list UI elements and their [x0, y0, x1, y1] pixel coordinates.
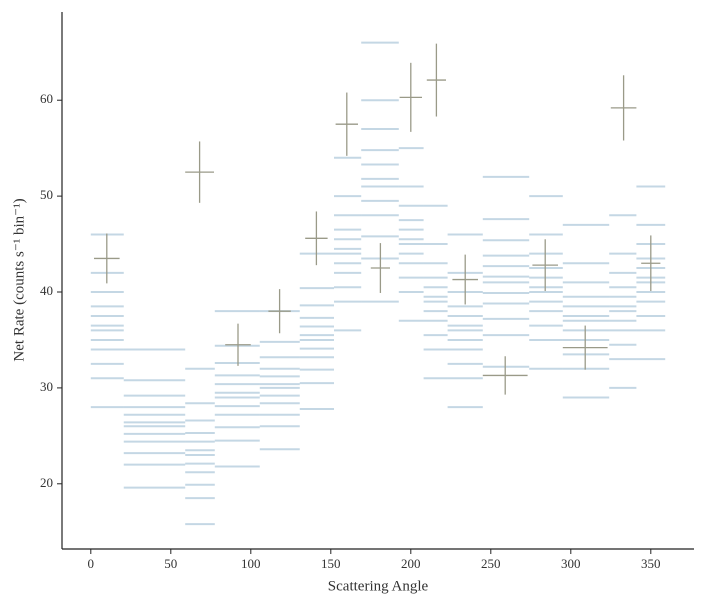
y-tick-label: 20 — [40, 475, 53, 490]
x-tick-label: 300 — [561, 556, 581, 571]
x-tick-label: 150 — [321, 556, 341, 571]
x-axis-label: Scattering Angle — [328, 578, 429, 594]
y-tick-label: 30 — [40, 379, 53, 394]
y-axis-label: Net Rate (counts s⁻¹ bin⁻¹) — [11, 198, 27, 361]
x-tick-label: 0 — [88, 556, 95, 571]
x-tick-label: 250 — [481, 556, 501, 571]
x-tick-label: 200 — [401, 556, 421, 571]
x-tick-label: 350 — [641, 556, 661, 571]
x-tick-label: 100 — [241, 556, 261, 571]
x-tick-label: 50 — [164, 556, 177, 571]
y-tick-label: 40 — [40, 283, 53, 298]
y-tick-label: 60 — [40, 91, 53, 106]
y-tick-label: 50 — [40, 187, 53, 202]
